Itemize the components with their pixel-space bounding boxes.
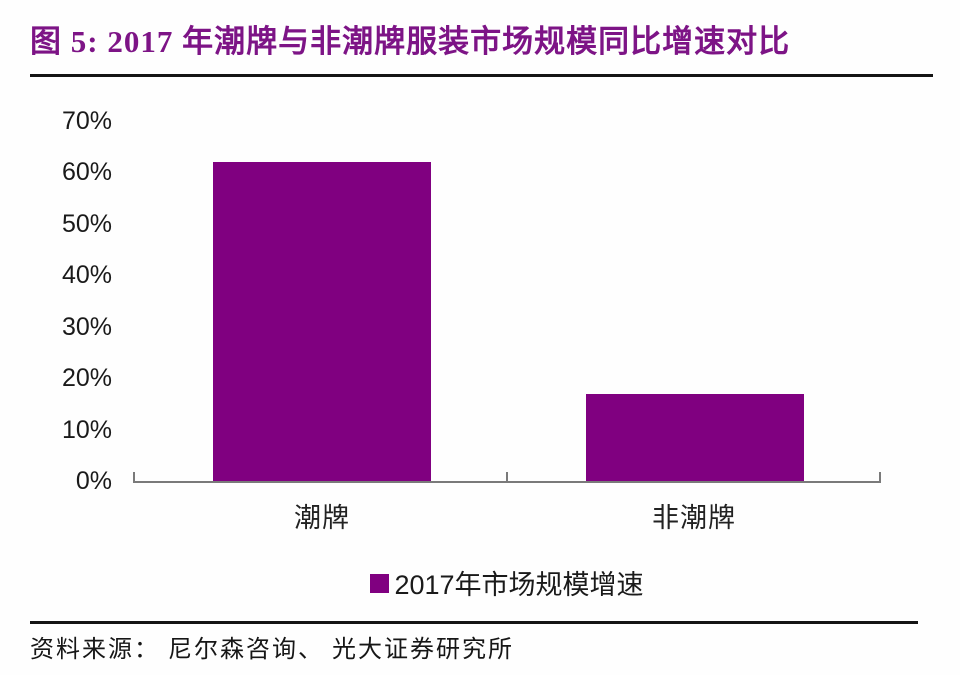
x-axis-tick [133,472,135,481]
source-text: 资料来源： 尼尔森咨询、 光大证券研究所 [30,637,514,663]
x-axis-label-chaopai: 潮牌 [294,503,350,533]
y-axis-tick-label: 70% [61,107,112,135]
y-axis-tick-label: 30% [61,313,112,341]
figure-title: 图 5: 2017 年潮牌与非潮牌服装市场规模同比增速对比 [30,24,791,59]
x-axis-tick [879,472,881,481]
legend-swatch [370,574,390,593]
x-axis-tick [506,472,508,481]
title-divider [30,74,933,77]
y-axis-tick-label: 10% [61,416,112,444]
y-axis-tick-label: 0% [75,467,112,495]
y-axis-tick-label: 60% [61,158,112,186]
y-axis-tick-label: 50% [61,210,112,238]
bar-chaopai [213,162,431,481]
legend-label: 2017年市场规模增速 [394,570,644,600]
x-axis-label-fei-chaopai: 非潮牌 [652,503,736,533]
chart-legend: 2017年市场规模增速 [133,563,881,602]
y-axis-tick-label: 20% [61,364,112,392]
bar-fei-chaopai [586,393,804,481]
plot-area [133,121,881,483]
y-axis-tick-label: 40% [61,261,112,289]
footer-divider [30,621,918,624]
